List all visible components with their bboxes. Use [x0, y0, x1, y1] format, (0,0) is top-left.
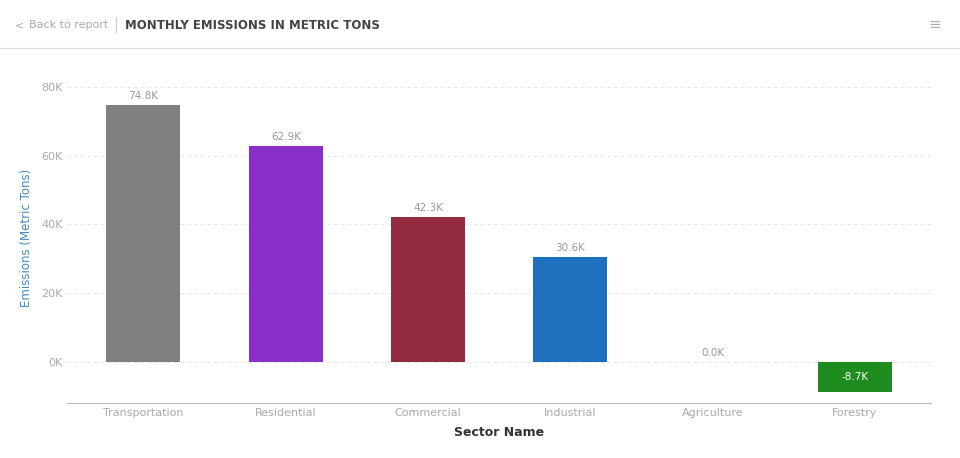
- Bar: [249, 146, 323, 362]
- Text: 42.3K: 42.3K: [413, 203, 444, 213]
- Bar: [391, 217, 465, 362]
- Bar: [818, 362, 892, 392]
- X-axis label: Sector Name: Sector Name: [454, 426, 544, 439]
- Text: -8.7K: -8.7K: [841, 372, 869, 382]
- Bar: [107, 105, 180, 362]
- Text: Back to report: Back to report: [29, 20, 108, 30]
- Text: 0.0K: 0.0K: [701, 348, 724, 358]
- Bar: [534, 256, 608, 362]
- Text: <: <: [14, 20, 24, 30]
- Text: ≡: ≡: [928, 17, 941, 33]
- Text: 62.9K: 62.9K: [271, 132, 300, 142]
- Text: 30.6K: 30.6K: [556, 243, 586, 253]
- Y-axis label: Emissions (Metric Tons): Emissions (Metric Tons): [19, 169, 33, 307]
- Text: MONTHLY EMISSIONS IN METRIC TONS: MONTHLY EMISSIONS IN METRIC TONS: [125, 19, 379, 32]
- Text: |: |: [113, 17, 118, 33]
- Text: 74.8K: 74.8K: [129, 92, 158, 102]
